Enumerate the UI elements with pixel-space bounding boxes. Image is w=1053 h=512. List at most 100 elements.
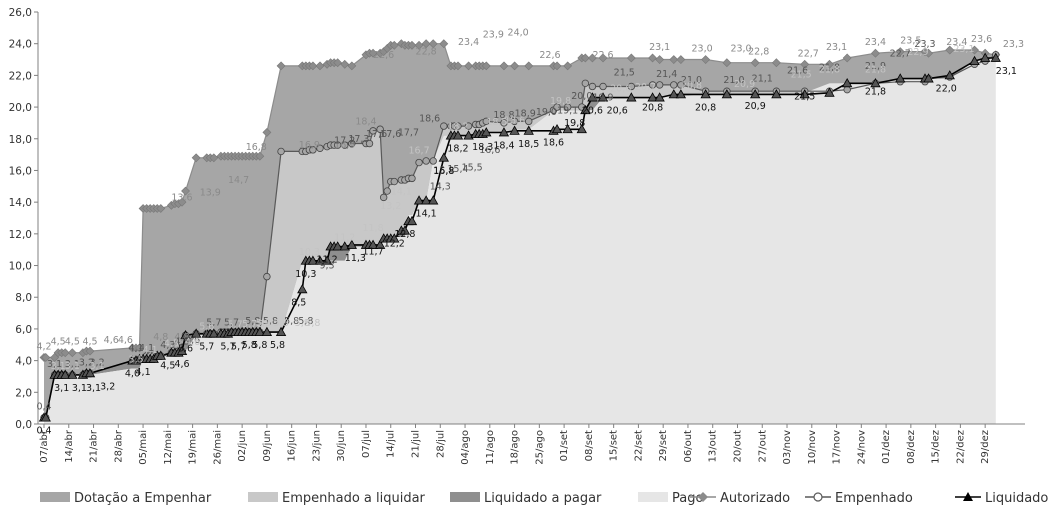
y-tick-label: 2,0 — [15, 387, 32, 399]
marker-autorizado — [340, 59, 350, 69]
marker-liquidado — [60, 369, 71, 379]
label-empenhado: 15,3 — [433, 166, 454, 177]
marker-autorizado — [552, 61, 562, 71]
label-autorizado: 23,4 — [458, 37, 479, 48]
marker-autorizado — [626, 53, 636, 63]
label-autorizado: 23,4 — [865, 37, 886, 48]
label-liquidado: 4,1 — [136, 367, 151, 378]
label-autorizado: 23,1 — [826, 42, 847, 53]
y-tick-label: 8,0 — [15, 292, 32, 304]
marker-empenhado — [429, 157, 437, 165]
marker-empenhado — [376, 125, 384, 133]
y-tick-label: 14,0 — [9, 197, 32, 209]
marker-autorizado — [655, 55, 665, 64]
x-tick-label: 12/mai — [163, 430, 174, 465]
x-tick-label: 29/dez — [980, 430, 991, 464]
label-pago: 18,2 — [447, 122, 468, 133]
label-pago: 4,6 — [185, 337, 200, 348]
x-tick-label: 24/nov — [856, 430, 867, 465]
marker-liquidado — [67, 369, 78, 379]
label-liquidado: 18,4 — [493, 140, 514, 151]
label-empenhado: 4,5 — [174, 337, 189, 348]
x-tick-label: 29/set — [658, 430, 669, 461]
marker-liquidado — [452, 130, 464, 140]
label-empenhado: 19,9 — [592, 93, 613, 104]
marker-liquidado — [428, 195, 439, 205]
label-empenhado: 14,3 — [430, 181, 451, 192]
area-dotacao-a-empenhar — [44, 43, 996, 418]
x-tick-label: 28/jul — [435, 430, 446, 458]
label-autorizado: 4,5 — [82, 337, 97, 348]
marker-empenhado — [500, 119, 508, 127]
label-empenhado: 4,6 — [185, 335, 200, 346]
y-tick-label: 4,0 — [15, 356, 32, 368]
y-tick-label: 0,0 — [15, 419, 32, 431]
marker-autorizado — [580, 53, 590, 63]
label-liquidado: 18,3 — [472, 142, 493, 153]
label-pago: 3,1 — [90, 361, 105, 372]
marker-liquidado — [420, 195, 432, 205]
label-autorizado: 4,5 — [65, 337, 80, 348]
marker-empenhado — [525, 117, 533, 126]
marker-liquidado — [40, 412, 51, 422]
label-autorizado: 4,8 — [174, 332, 189, 343]
label-liquidado: 11,2 — [316, 255, 337, 266]
marker-autorizado — [771, 58, 781, 68]
marker-autorizado — [587, 53, 597, 63]
x-tick-label: 06/out — [683, 430, 694, 463]
marker-liquidado — [438, 152, 449, 162]
legend-marker — [698, 492, 708, 502]
label-empenhado: 22,7 — [890, 48, 911, 59]
label-liquidado: 3,2 — [100, 381, 115, 392]
marker-liquidado — [481, 127, 492, 137]
label-autorizado: 16,9 — [334, 140, 355, 151]
x-tick-label: 30/jun — [336, 430, 347, 462]
label-autorizado: 13,9 — [200, 188, 221, 199]
label-pago: 5,6 — [199, 321, 214, 332]
marker-autorizado — [41, 353, 51, 362]
marker-liquidado — [626, 92, 637, 102]
label-autorizado: 14,7 — [228, 175, 249, 186]
label-pago: 16,7 — [408, 145, 429, 156]
marker-autorizado — [60, 348, 70, 358]
x-tick-label: 22/dez — [955, 430, 966, 464]
legend-swatch — [248, 492, 278, 502]
marker-empenhado — [655, 81, 664, 89]
marker-liquidado — [498, 127, 510, 137]
marker-autorizado — [481, 61, 491, 71]
marker-autorizado — [276, 61, 286, 71]
marker-autorizado — [825, 59, 834, 69]
x-tick-label: 22/set — [633, 430, 644, 461]
legend-label: Empenhado — [835, 491, 913, 506]
label-pago: 19,8 — [550, 96, 571, 107]
legend-label: Liquidado a pagar — [484, 491, 602, 506]
label-liquidado: 18,5 — [518, 139, 539, 150]
marker-liquidado — [647, 92, 658, 102]
x-tick-label: 10/nov — [807, 430, 818, 465]
label-empenhado: 5,8 — [284, 316, 299, 327]
label-pago: 3,5 — [128, 355, 143, 366]
x-tick-label: 21/abr — [89, 429, 100, 463]
marker-autorizado — [701, 55, 711, 64]
label-liquidado: 5,8 — [242, 340, 257, 351]
area-empenhado-a-liquidar — [44, 54, 996, 418]
label-liquidado: 23,1 — [996, 66, 1017, 77]
marker-autorizado — [970, 45, 979, 55]
marker-autorizado — [421, 39, 431, 49]
marker-empenhado — [390, 177, 398, 186]
label-pago: 20,7 — [635, 82, 656, 93]
marker-autorizado — [750, 58, 760, 68]
label-liquidado: 20,8 — [695, 102, 716, 113]
label-pago: 21,5 — [791, 69, 812, 80]
label-liquidado: 14,1 — [416, 209, 437, 220]
marker-empenhado — [341, 141, 349, 149]
marker-autorizado — [499, 61, 509, 71]
label-empenhado: 21,8 — [819, 63, 840, 74]
marker-liquidado — [406, 215, 418, 226]
x-tick-label: 04/ago — [460, 430, 471, 465]
label-pago: 21,8 — [865, 65, 886, 76]
label-empenhado: 0,4 — [36, 402, 51, 413]
marker-autorizado — [389, 40, 399, 50]
marker-liquidado — [841, 77, 853, 88]
label-autorizado: 22,8 — [416, 47, 437, 58]
